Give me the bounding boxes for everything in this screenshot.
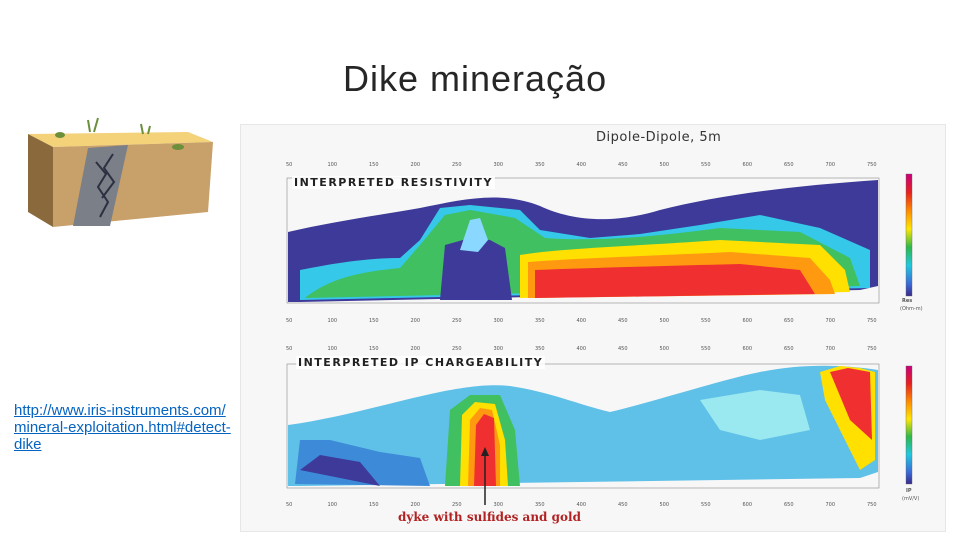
colorbar-resistivity <box>905 173 913 297</box>
x-tick-label: 500 <box>659 162 670 168</box>
x-tick-label: 500 <box>659 502 670 508</box>
x-tick-label: 250 <box>452 346 462 352</box>
x-tick-label: 350 <box>535 162 545 168</box>
x-tick-label: 300 <box>493 162 504 168</box>
x-tick-label: 150 <box>369 318 379 324</box>
x-tick-label: 650 <box>784 318 794 324</box>
source-link[interactable]: http://www.iris-instruments.com/mineral-… <box>14 402 231 453</box>
x-tick-label: 50 <box>286 346 293 352</box>
colorbar1-title: Res <box>902 298 913 304</box>
x-tick-label: 500 <box>659 346 670 352</box>
x-tick-label: 550 <box>701 346 711 352</box>
x-tick-label: 750 <box>867 502 877 508</box>
figure-title: Dipole-Dipole, 5m <box>596 130 722 145</box>
x-tick-label: 350 <box>535 318 545 324</box>
x-tick-label: 350 <box>535 502 545 508</box>
x-tick-label: 450 <box>618 502 628 508</box>
resistivity-section <box>286 177 880 304</box>
x-tick-label: 450 <box>618 346 628 352</box>
x-tick-label: 650 <box>784 162 794 168</box>
geology-block-illustration <box>18 112 218 232</box>
colorbar2-unit: (mV/V) <box>902 496 920 502</box>
x-tick-label: 750 <box>867 318 877 324</box>
x-tick-label: 700 <box>825 318 836 324</box>
chargeability-section <box>286 363 880 489</box>
x-tick-label: 50 <box>286 318 293 324</box>
x-tick-label: 150 <box>369 162 379 168</box>
x-tick-label: 150 <box>369 502 379 508</box>
colorbar2-title: IP <box>906 488 912 494</box>
x-tick-label: 100 <box>327 502 338 508</box>
x-tick-label: 600 <box>742 162 753 168</box>
x-tick-label: 450 <box>618 162 628 168</box>
dyke-annotation: dyke with sulfides and gold <box>398 510 581 524</box>
colorbar1-unit: (Ohm-m) <box>900 306 923 312</box>
x-tick-label: 300 <box>493 346 504 352</box>
x-tick-label: 700 <box>825 346 836 352</box>
x-tick-label: 750 <box>867 346 877 352</box>
x-tick-label: 200 <box>410 318 421 324</box>
x-tick-label: 550 <box>701 502 711 508</box>
x-tick-label: 600 <box>742 346 753 352</box>
x-tick-label: 700 <box>825 502 836 508</box>
x-tick-label: 200 <box>410 502 421 508</box>
x-tick-label: 200 <box>410 346 421 352</box>
x-tick-label: 550 <box>701 162 711 168</box>
x-tick-label: 250 <box>452 162 462 168</box>
x-tick-label: 600 <box>742 318 753 324</box>
x-tick-label: 100 <box>327 162 338 168</box>
x-tick-label: 200 <box>410 162 421 168</box>
colorbar-chargeability <box>905 365 913 485</box>
x-tick-label: 400 <box>576 162 587 168</box>
x-tick-label: 700 <box>825 162 836 168</box>
x-tick-label: 150 <box>369 346 379 352</box>
x-tick-label: 50 <box>286 502 293 508</box>
x-tick-label: 100 <box>327 318 338 324</box>
x-tick-label: 350 <box>535 346 545 352</box>
x-tick-label: 750 <box>867 162 877 168</box>
chargeability-label: INTERPRETED IP CHARGEABILITY <box>296 356 546 369</box>
x-tick-label: 50 <box>286 162 293 168</box>
x-tick-label: 600 <box>742 502 753 508</box>
slide-title: Dike mineração <box>343 58 608 99</box>
x-tick-label: 500 <box>659 318 670 324</box>
x-tick-label: 400 <box>576 318 587 324</box>
x-tick-label: 650 <box>784 346 794 352</box>
resistivity-label: INTERPRETED RESISTIVITY <box>292 176 495 189</box>
x-tick-label: 400 <box>576 346 587 352</box>
x-tick-label: 300 <box>493 502 504 508</box>
x-tick-label: 100 <box>327 346 338 352</box>
x-tick-label: 400 <box>576 502 587 508</box>
x-tick-label: 250 <box>452 318 462 324</box>
x-tick-label: 650 <box>784 502 794 508</box>
x-tick-label: 300 <box>493 318 504 324</box>
x-tick-label: 250 <box>452 502 462 508</box>
x-tick-label: 550 <box>701 318 711 324</box>
x-tick-label: 450 <box>618 318 628 324</box>
